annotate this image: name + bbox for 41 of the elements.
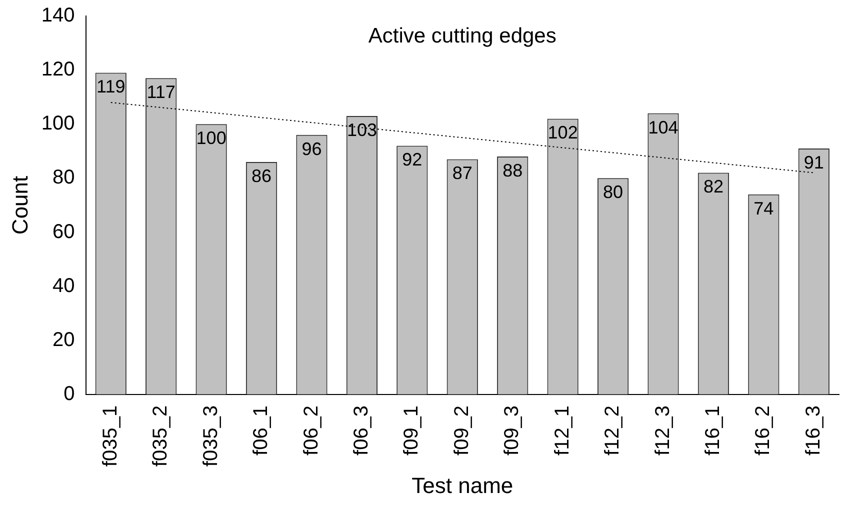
y-tick-label: 40: [52, 274, 75, 297]
y-tick-label: 80: [52, 166, 75, 189]
data-label: 82: [703, 176, 724, 197]
data-label: 103: [346, 120, 377, 140]
x-tick-label: f09_2: [450, 405, 473, 456]
data-label: 96: [302, 138, 322, 159]
x-tick-label: f16_3: [802, 405, 824, 456]
data-label: 91: [804, 152, 824, 172]
data-label: 74: [754, 198, 774, 218]
data-label: 117: [146, 82, 176, 102]
x-tick-label: f035_3: [200, 405, 222, 467]
y-tick-label: 140: [41, 4, 75, 27]
x-tick-label: f06_2: [300, 405, 322, 456]
x-axis-title: Test name: [412, 472, 514, 498]
data-label: 86: [252, 166, 272, 186]
y-tick-label: 20: [52, 328, 75, 351]
x-tick-label: f06_1: [250, 405, 272, 456]
y-tick-label: 120: [41, 58, 75, 81]
data-label: 102: [548, 122, 578, 143]
x-tick-label: f12_3: [652, 405, 674, 456]
x-tick-label: f09_3: [501, 405, 524, 456]
x-tick-label: f12_1: [551, 405, 574, 456]
data-label: 119: [96, 76, 126, 97]
data-label: 100: [196, 128, 226, 148]
x-tick-label: f09_1: [400, 405, 423, 456]
y-tick-label: 100: [41, 112, 75, 135]
x-tick-label: f035_1: [99, 405, 122, 467]
data-label: 87: [452, 163, 472, 184]
y-axis-title: Count: [7, 176, 32, 235]
y-tick-label: 0: [64, 382, 75, 405]
data-label: 92: [402, 150, 422, 170]
chart-title: Active cutting edges: [368, 24, 556, 48]
data-label: 80: [603, 182, 624, 202]
x-tick-label: f035_2: [150, 405, 172, 467]
x-tick-label: f12_2: [602, 405, 624, 456]
x-tick-label: f16_2: [752, 405, 774, 456]
x-tick-label: f06_3: [350, 405, 372, 456]
data-label: 88: [502, 160, 523, 181]
x-tick-label: f16_1: [702, 405, 724, 456]
data-label: 104: [648, 117, 678, 138]
y-tick-label: 60: [52, 220, 75, 243]
